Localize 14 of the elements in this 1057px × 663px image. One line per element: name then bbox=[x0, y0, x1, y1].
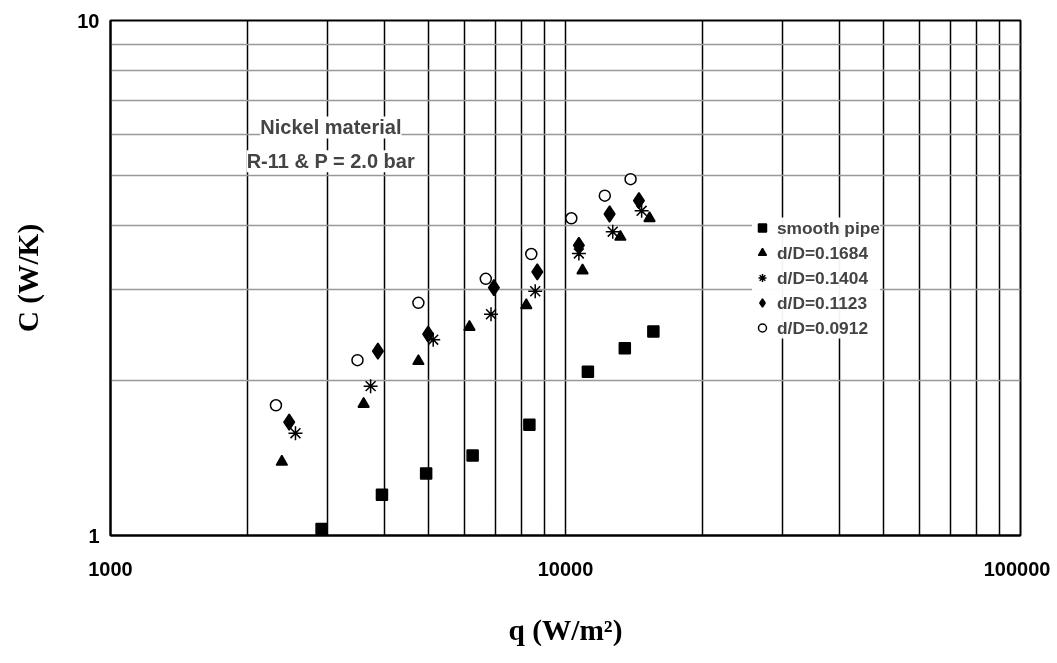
y-tick-label: 10 bbox=[77, 9, 100, 32]
annotation: R-11 & P = 2.0 bar bbox=[246, 150, 415, 173]
legend-label: d/D=0.0912 bbox=[776, 317, 869, 338]
annotation: Nickel material bbox=[260, 116, 402, 139]
y-tick-label: 1 bbox=[88, 524, 100, 547]
legend-label: smooth pipe bbox=[776, 217, 880, 238]
x-axis-title: q (W/m²) bbox=[508, 613, 623, 647]
legend-label: d/D=0.1123 bbox=[776, 292, 868, 313]
legend-label: d/D=0.1684 bbox=[776, 242, 869, 263]
x-tick-label: 1000 bbox=[88, 557, 133, 580]
y-axis-title: C (W/K) bbox=[12, 223, 46, 333]
x-tick-label: 100000 bbox=[983, 557, 1051, 580]
legend-label: d/D=0.1404 bbox=[776, 267, 869, 288]
x-tick-label: 10000 bbox=[537, 557, 594, 580]
